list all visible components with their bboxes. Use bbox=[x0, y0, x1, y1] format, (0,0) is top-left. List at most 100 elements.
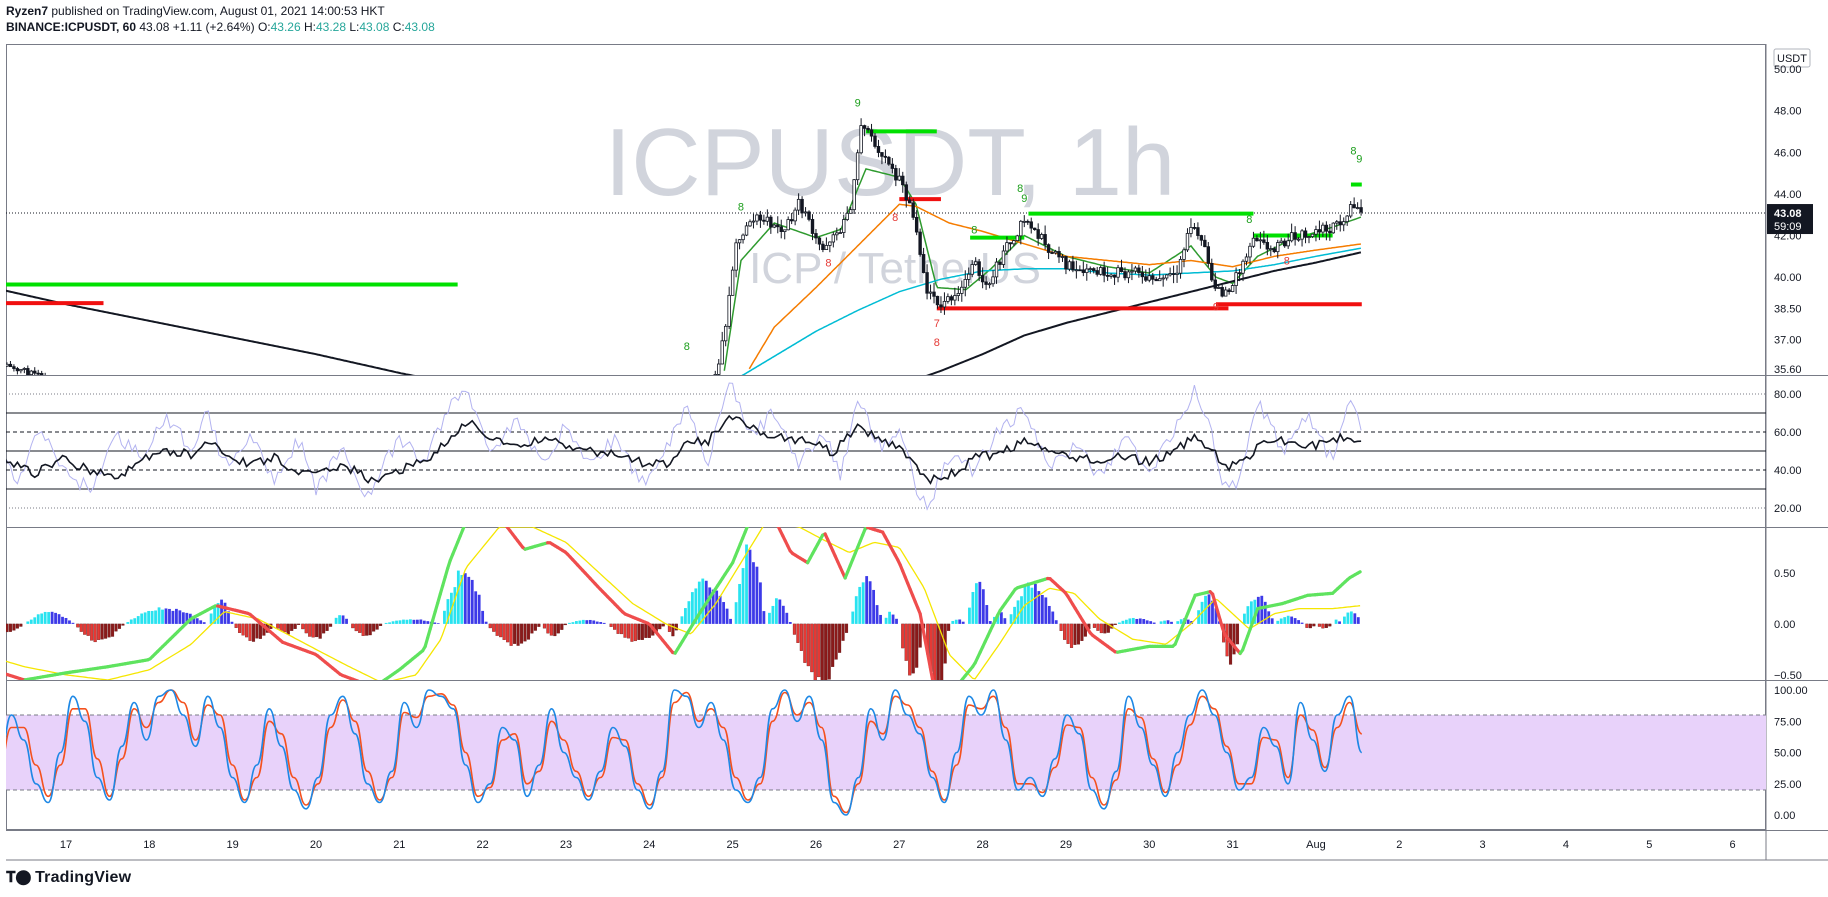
candle-body bbox=[75, 390, 78, 391]
candle-body bbox=[758, 214, 763, 221]
signal-fast-segment bbox=[743, 527, 749, 534]
momentum-bar bbox=[322, 623, 326, 634]
momentum-bar bbox=[178, 610, 182, 624]
candle-body bbox=[395, 411, 398, 412]
candle-body bbox=[1335, 221, 1339, 224]
candle-body bbox=[651, 418, 654, 420]
signal-fast-segment bbox=[775, 520, 777, 525]
candle-body bbox=[1331, 222, 1336, 234]
signal-fast-segment bbox=[1356, 570, 1362, 575]
candle-body bbox=[631, 418, 634, 419]
signal-fast-segment bbox=[381, 679, 384, 680]
candle-body bbox=[648, 418, 651, 420]
price-tick-label: 50.00 bbox=[1774, 64, 1802, 76]
momentum-bar bbox=[838, 623, 842, 653]
candle-body bbox=[457, 419, 460, 422]
momentum-bar bbox=[553, 623, 557, 637]
candle-body bbox=[1078, 269, 1082, 272]
candle-body bbox=[1039, 234, 1044, 239]
candle-body bbox=[273, 420, 276, 422]
candle-body bbox=[1137, 267, 1141, 273]
momentum-bar bbox=[100, 623, 104, 640]
candle-body bbox=[765, 216, 770, 222]
momentum-bar bbox=[858, 586, 862, 624]
candle-body bbox=[419, 413, 422, 415]
candle-body bbox=[928, 291, 933, 294]
time-tick-label: 6 bbox=[1730, 839, 1736, 851]
candle-body bbox=[120, 405, 123, 407]
candle-body bbox=[876, 146, 881, 153]
momentum-bar bbox=[661, 623, 665, 627]
momentum-bar bbox=[227, 611, 230, 624]
candle-body bbox=[1206, 246, 1211, 264]
momentum-bar bbox=[1166, 620, 1170, 624]
signal-fast-segment bbox=[943, 689, 945, 691]
momentum-bar bbox=[419, 619, 423, 624]
candle-body bbox=[1230, 285, 1235, 292]
momentum-bar bbox=[1113, 623, 1117, 625]
candle-body bbox=[388, 414, 391, 415]
momentum-bar bbox=[6, 623, 9, 633]
candle-body bbox=[723, 325, 728, 342]
signal-fast-segment bbox=[768, 505, 770, 510]
momentum-bar bbox=[143, 612, 147, 624]
momentum-bar bbox=[978, 581, 982, 624]
candle-body bbox=[1269, 248, 1273, 251]
momentum-bar bbox=[1328, 623, 1332, 627]
candle-body bbox=[450, 420, 453, 421]
momentum-bar bbox=[40, 613, 44, 624]
candle-body bbox=[1328, 230, 1332, 234]
momentum-bar bbox=[315, 623, 319, 638]
momentum-bar bbox=[568, 622, 571, 624]
candle-body bbox=[1220, 287, 1224, 297]
momentum-bar bbox=[1297, 620, 1300, 624]
momentum-bar bbox=[999, 612, 1003, 624]
momentum-bar bbox=[694, 588, 698, 624]
candle-body bbox=[1119, 267, 1124, 273]
momentum-bar bbox=[2, 624, 5, 633]
candle-body bbox=[1342, 221, 1346, 226]
candle-body bbox=[942, 300, 947, 308]
momentum-bar bbox=[546, 623, 550, 634]
candle-body bbox=[1158, 278, 1162, 282]
momentum-bar bbox=[516, 623, 520, 646]
candle-body bbox=[1140, 272, 1145, 278]
momentum-bar bbox=[1145, 620, 1149, 624]
candle-body bbox=[158, 414, 161, 415]
momentum-bar bbox=[613, 623, 617, 630]
momentum-bar bbox=[560, 623, 564, 630]
time-tick-label: 31 bbox=[1226, 839, 1238, 851]
momentum-bar bbox=[15, 623, 19, 629]
candle-body bbox=[720, 340, 724, 365]
momentum-bar bbox=[29, 619, 33, 624]
candle-body bbox=[803, 211, 808, 214]
momentum-bar bbox=[97, 623, 101, 640]
momentum-bar bbox=[248, 623, 252, 641]
momentum-bar bbox=[799, 623, 803, 651]
momentum-bar bbox=[1186, 619, 1190, 624]
candle-body bbox=[1071, 261, 1075, 271]
momentum-bar bbox=[1099, 623, 1103, 634]
open-label: O: bbox=[257, 20, 271, 34]
candle-body bbox=[1265, 242, 1270, 250]
momentum-bar bbox=[684, 608, 687, 624]
candle-body bbox=[1171, 273, 1176, 275]
candle-body bbox=[276, 421, 279, 422]
momentum-bar bbox=[1321, 623, 1325, 629]
momentum-bar bbox=[1305, 623, 1309, 628]
candle-body bbox=[998, 261, 1002, 265]
time-tick-label: 24 bbox=[643, 839, 655, 851]
candle-body bbox=[509, 420, 512, 421]
signal-fast-segment bbox=[948, 694, 950, 695]
candle-body bbox=[145, 409, 148, 410]
momentum-bar bbox=[368, 623, 372, 636]
candle-body bbox=[1164, 274, 1169, 279]
candle-body bbox=[401, 414, 404, 415]
momentum-bar bbox=[175, 608, 178, 624]
candle-body bbox=[786, 219, 790, 231]
candle-body bbox=[99, 398, 102, 401]
candle-body bbox=[1317, 229, 1322, 233]
momentum-bar bbox=[884, 617, 888, 624]
momentum-bar bbox=[549, 623, 553, 636]
